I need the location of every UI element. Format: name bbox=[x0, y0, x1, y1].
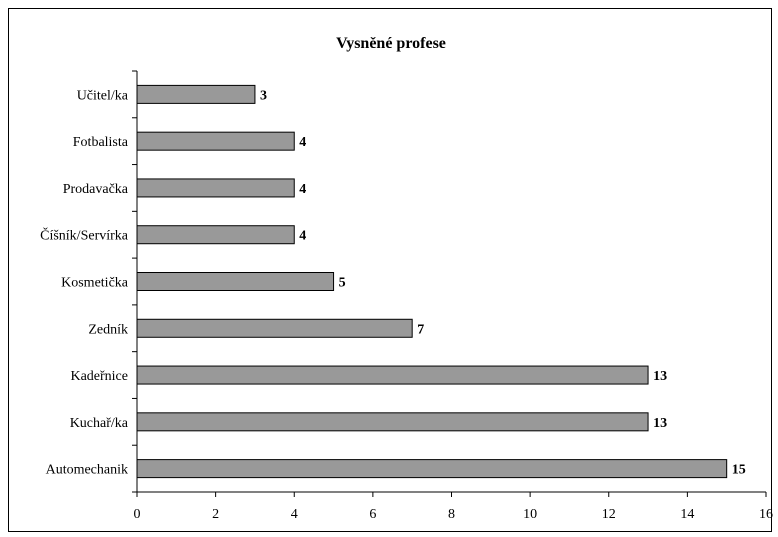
category-label: Kosmetička bbox=[61, 276, 129, 291]
data-label: 5 bbox=[339, 276, 346, 291]
axes-group: Učitel/ka Fotbalista Prodavačka Číšník/Serv… bbox=[40, 70, 773, 522]
category-label: Číšník/Servírka bbox=[40, 227, 129, 244]
category-label: Zedník bbox=[88, 322, 128, 337]
data-label: 13 bbox=[653, 416, 667, 431]
bar-4 bbox=[136, 225, 295, 245]
data-label: 4 bbox=[299, 135, 306, 150]
x-tick-label: 4 bbox=[291, 507, 298, 522]
chart-title: Vysněné profese bbox=[336, 35, 446, 52]
x-tick-label: 6 bbox=[369, 507, 376, 522]
bar-5 bbox=[136, 272, 335, 291]
bar-7 bbox=[136, 365, 649, 385]
x-tick-label: 10 bbox=[523, 507, 537, 522]
x-tick-label: 0 bbox=[134, 507, 141, 522]
x-tick-label: 14 bbox=[680, 507, 694, 522]
data-label: 4 bbox=[299, 229, 306, 244]
data-label: 7 bbox=[417, 322, 424, 337]
bar-2 bbox=[136, 131, 295, 151]
chart-frame bbox=[8, 8, 772, 532]
data-label: 15 bbox=[732, 463, 746, 478]
x-tick-label: 2 bbox=[212, 507, 219, 522]
data-label: 13 bbox=[653, 369, 667, 384]
x-tick-label: 16 bbox=[759, 507, 773, 522]
category-label: Učitel/ka bbox=[77, 88, 129, 103]
x-tick-label: 12 bbox=[602, 507, 616, 522]
data-label: 3 bbox=[260, 88, 267, 103]
data-label: 4 bbox=[299, 182, 306, 197]
bar-8 bbox=[136, 412, 649, 432]
category-label: Automechanik bbox=[46, 463, 128, 478]
category-label: Kadeřnice bbox=[70, 369, 128, 384]
bar-1 bbox=[136, 84, 256, 104]
category-label: Prodavačka bbox=[63, 182, 129, 197]
bar-3 bbox=[136, 178, 295, 198]
bar-9 bbox=[136, 459, 728, 479]
x-tick-label: 8 bbox=[448, 507, 455, 522]
category-label: Kuchař/ka bbox=[70, 416, 129, 431]
category-label: Fotbalista bbox=[73, 135, 129, 150]
bars-group: 3 4 4 4 5 7 13 13 15 bbox=[136, 84, 746, 479]
bar-6 bbox=[136, 318, 413, 338]
